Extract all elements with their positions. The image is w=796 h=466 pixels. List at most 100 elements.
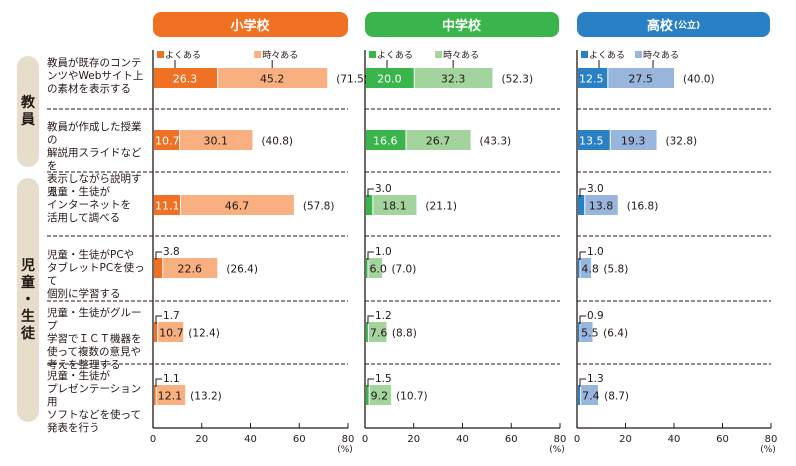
- legend-swatch-often: [157, 51, 164, 58]
- x-tick-label: 40: [668, 434, 681, 445]
- x-tick-label: 80: [554, 434, 567, 445]
- group-label-char: ・: [21, 291, 35, 308]
- bar-often: [366, 385, 369, 405]
- legend-label-often: よくある: [589, 50, 625, 61]
- x-tick-label: 20: [195, 434, 208, 445]
- row-label-line: プレゼンテーション用: [47, 383, 142, 408]
- row-label-line: 使って複数の意見や: [47, 346, 141, 358]
- data-label-often: 1.3: [587, 373, 604, 385]
- data-label-sometimes: 18.1: [382, 200, 407, 213]
- group-label-teachers: 教 員: [17, 56, 39, 167]
- data-label-often: 11.1: [155, 200, 180, 213]
- x-unit-label: (%): [760, 445, 776, 455]
- bar-sometimes: [369, 385, 392, 405]
- row-label: 児童・生徒が プレゼンテーション用 ソフトなどを使って 発表を行う: [47, 370, 151, 435]
- data-label-often: 3.0: [587, 183, 604, 195]
- x-tick-label: 60: [505, 434, 518, 445]
- data-label-often: 1.5: [375, 373, 392, 385]
- bar-sometimes: [406, 130, 471, 150]
- row-label-line: 表示しながら説明する: [47, 173, 142, 198]
- bar-sometimes: [158, 322, 184, 342]
- row-label-line: 考えを整理する: [47, 359, 121, 371]
- callout-leader-line: [155, 378, 162, 387]
- data-label-often: 1.1: [163, 373, 180, 385]
- callout-leader-line: [367, 251, 374, 260]
- x-tick-label: 80: [765, 434, 778, 445]
- data-label-sometimes: 7.6: [370, 327, 388, 340]
- callout-leader-line: [579, 378, 586, 387]
- row-label-line: 児童・生徒が: [47, 186, 110, 198]
- legend-label-sometimes: 時々ある: [643, 50, 679, 61]
- data-label-sometimes: 7.4: [582, 390, 600, 403]
- bar-often: [366, 322, 368, 342]
- row-label-line: 解説用スライドなどを: [47, 147, 142, 172]
- bar-often: [154, 258, 163, 278]
- bar-often: [578, 322, 580, 342]
- data-label-sometimes: 46.7: [225, 200, 250, 213]
- bar-sometimes: [414, 68, 493, 88]
- data-label-total: (6.4): [603, 328, 628, 340]
- row-label: 児童・生徒がPCや タブレットPCを使って 個別に学習する: [47, 249, 151, 301]
- callout-leader-line: [155, 315, 162, 324]
- data-label-total: (32.8): [666, 136, 698, 148]
- group-label-char: 教: [21, 94, 35, 111]
- bar-sometimes: [156, 385, 186, 405]
- data-label-often: 20.0: [377, 73, 402, 86]
- group-label-char: 員: [21, 111, 35, 128]
- data-label-sometimes: 22.6: [178, 263, 203, 276]
- data-label-often: 1.0: [375, 246, 392, 258]
- data-label-total: (71.5): [336, 74, 368, 86]
- data-label-total: (12.4): [188, 328, 220, 340]
- data-label-total: (26.4): [226, 264, 258, 276]
- data-label-total: (8.7): [604, 391, 629, 403]
- data-label-total: (40.8): [261, 136, 293, 148]
- x-unit-label: (%): [337, 445, 353, 455]
- group-label-char: 童: [21, 274, 35, 291]
- bar-often: [578, 385, 581, 405]
- bar-often: [154, 68, 218, 88]
- data-label-sometimes: 12.1: [158, 390, 183, 403]
- data-label-sometimes: 13.8: [589, 200, 614, 213]
- bar-sometimes: [610, 130, 657, 150]
- bar-sometimes: [581, 385, 599, 405]
- x-tick-label: 60: [716, 434, 729, 445]
- data-label-sometimes: 9.2: [371, 390, 389, 403]
- panel-title: 中学校: [441, 19, 481, 34]
- group-label-char: 徒: [21, 325, 35, 342]
- x-tick-label: 0: [362, 434, 368, 445]
- data-label-sometimes: 26.7: [426, 135, 451, 148]
- x-tick-label: 20: [407, 434, 420, 445]
- row-label-line: タブレットPCを使って: [47, 262, 145, 287]
- bar-sometimes: [181, 195, 294, 215]
- data-label-often: 3.0: [375, 183, 392, 195]
- data-label-total: (43.3): [480, 136, 512, 148]
- panel-header-elementary: 小学校: [153, 12, 348, 37]
- row-label: 教員が作成した授業の 解説用スライドなどを 表示しながら説明する: [47, 121, 151, 199]
- group-label-students: 児 童 ・ 生 徒: [17, 178, 39, 422]
- row-label-line: 活用して調べる: [47, 212, 121, 224]
- bar-often: [366, 258, 368, 278]
- row-label-line: 学習でＩＣＴ機器を: [47, 333, 142, 345]
- data-label-sometimes: 27.5: [628, 73, 653, 86]
- x-tick-label: 0: [574, 434, 580, 445]
- data-label-total: (52.3): [501, 74, 533, 86]
- data-label-sometimes: 30.1: [204, 135, 229, 148]
- data-label-sometimes: 10.7: [159, 327, 184, 340]
- bar-sometimes: [585, 195, 618, 215]
- panel-header-high-school: 高校 (公立): [577, 12, 770, 37]
- data-label-total: (40.0): [683, 74, 715, 86]
- bar-sometimes: [368, 322, 387, 342]
- bar-sometimes: [580, 322, 593, 342]
- legend-swatch-often: [369, 51, 376, 58]
- panel-title: 小学校: [230, 19, 270, 34]
- callout-leader-line: [367, 378, 374, 387]
- data-label-often: 1.7: [163, 310, 180, 322]
- legend-label-often: よくある: [165, 50, 201, 61]
- bar-often: [578, 130, 610, 150]
- x-tick-label: 0: [150, 434, 156, 445]
- data-label-often: 16.6: [373, 135, 398, 148]
- legend-label-often: よくある: [377, 50, 413, 61]
- bar-sometimes: [180, 130, 253, 150]
- data-label-total: (10.7): [396, 391, 428, 403]
